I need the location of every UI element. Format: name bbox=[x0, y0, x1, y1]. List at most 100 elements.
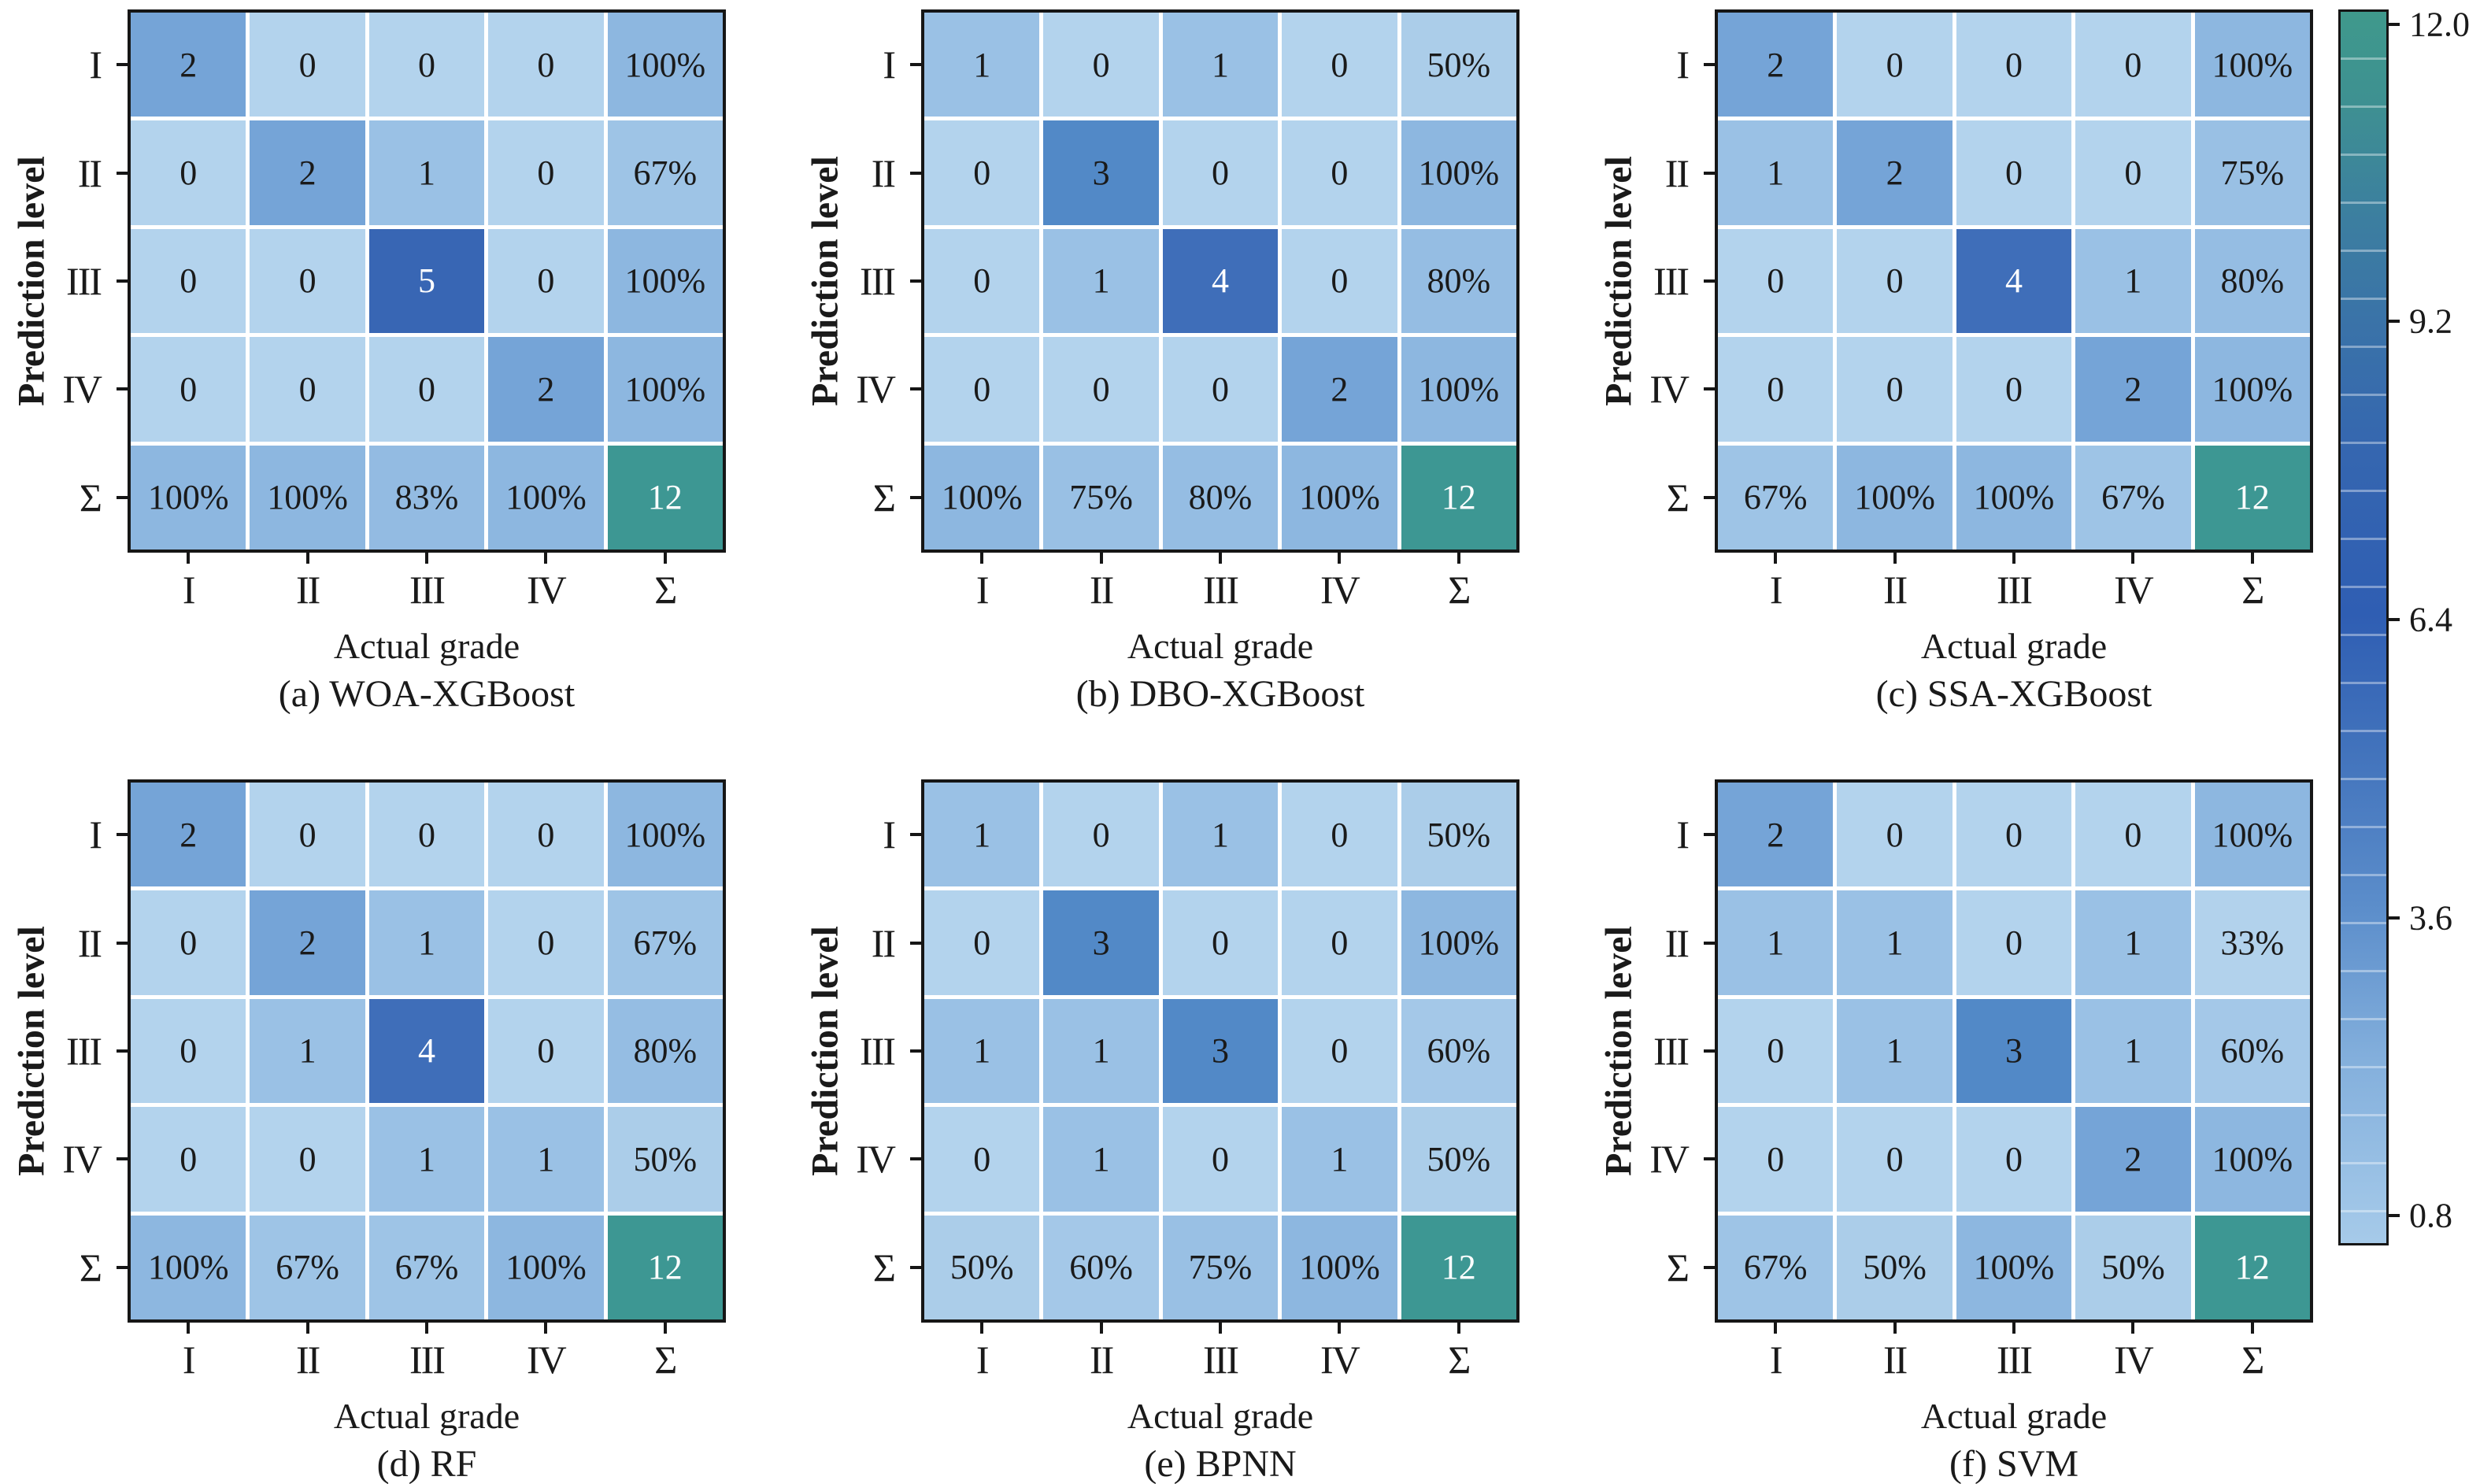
panel-caption-f: (f) SVM bbox=[1949, 1443, 2078, 1484]
matrix-cell: 1 bbox=[1718, 890, 1834, 995]
y-axis-tick bbox=[1704, 1157, 1715, 1161]
matrix-cell: 0 bbox=[1282, 890, 1397, 995]
matrix-cell-value: 1 bbox=[298, 1031, 316, 1071]
x-axis-tick bbox=[1457, 1323, 1460, 1334]
x-tick-label: Σ bbox=[1448, 1338, 1471, 1382]
matrix-cell: 0 bbox=[250, 337, 365, 442]
matrix-cell-value: 1 bbox=[1211, 45, 1229, 84]
matrix-cell-value: 12 bbox=[2234, 478, 2270, 517]
y-axis-tick bbox=[117, 63, 128, 67]
y-axis-tick bbox=[1704, 387, 1715, 391]
matrix-cell-value: 0 bbox=[1092, 45, 1110, 84]
x-axis-tick bbox=[305, 1323, 309, 1334]
y-tick-label: Σ bbox=[1666, 1245, 1690, 1290]
matrix-cell-value: 33% bbox=[2220, 923, 2285, 963]
matrix-cell: 100% bbox=[488, 445, 604, 550]
x-axis-tick bbox=[1219, 553, 1222, 564]
matrix-cell-value: 0 bbox=[1331, 815, 1349, 854]
y-tick-label: II bbox=[1664, 150, 1690, 195]
matrix-cell-value: 0 bbox=[1331, 261, 1349, 301]
matrix-cell-value: 0 bbox=[537, 815, 555, 854]
y-tick-label: IV bbox=[856, 1137, 896, 1182]
matrix-cell: 0 bbox=[488, 228, 604, 334]
matrix-cell-value: 0 bbox=[537, 154, 555, 193]
x-axis-title: Actual grade bbox=[333, 1396, 520, 1436]
matrix-cell: 0 bbox=[1956, 13, 2072, 117]
matrix-cell: 67% bbox=[2075, 445, 2191, 550]
x-tick-label: I bbox=[975, 1338, 990, 1382]
matrix-cell-value: 80% bbox=[1427, 261, 1491, 301]
x-axis-tick bbox=[305, 553, 309, 564]
matrix-cell-value: 1 bbox=[1092, 261, 1110, 301]
matrix-cell-value: 100% bbox=[1299, 1248, 1380, 1287]
matrix-cell: 0 bbox=[1282, 783, 1397, 887]
matrix-cell-value: 100% bbox=[1418, 154, 1500, 193]
matrix-cell: 2 bbox=[1837, 120, 1953, 225]
matrix-cell-value: 0 bbox=[2124, 815, 2142, 854]
matrix-cell: 80% bbox=[1162, 445, 1279, 550]
x-tick-label: I bbox=[182, 1338, 196, 1382]
y-tick-label: I bbox=[89, 812, 102, 857]
matrix-cell-value: 0 bbox=[1767, 1139, 1785, 1179]
matrix-cell: 50% bbox=[1837, 1215, 1953, 1319]
matrix-cell: 0 bbox=[1956, 337, 2072, 442]
matrix-cell-value: 50% bbox=[1863, 1248, 1927, 1287]
y-axis-tick bbox=[910, 1265, 921, 1269]
colorbar-tick-label: 9.2 bbox=[2409, 302, 2452, 341]
matrix-cell-value: 100% bbox=[1973, 478, 2055, 517]
x-tick-label: IV bbox=[2114, 1338, 2154, 1382]
x-axis-tick bbox=[1099, 1323, 1103, 1334]
matrix-cell-value: 50% bbox=[1427, 45, 1491, 84]
panel-caption-d: (d) RF bbox=[376, 1443, 477, 1484]
x-tick-label: III bbox=[409, 1338, 446, 1382]
matrix-cell-value: 0 bbox=[417, 369, 435, 409]
x-axis-tick bbox=[425, 1323, 428, 1334]
matrix-cell-value: 67% bbox=[1743, 1248, 1808, 1287]
matrix-cell-value: 3 bbox=[1092, 923, 1110, 963]
matrix-cell-value: 60% bbox=[2220, 1031, 2285, 1071]
matrix-cell-value: 0 bbox=[1331, 923, 1349, 963]
y-axis-tick bbox=[910, 1157, 921, 1161]
matrix-cell: 83% bbox=[368, 445, 485, 550]
y-tick-label: Σ bbox=[1666, 475, 1690, 520]
x-axis-tick bbox=[1338, 553, 1342, 564]
x-tick-label: II bbox=[1882, 1338, 1908, 1382]
matrix-cell-value: 0 bbox=[1211, 154, 1229, 193]
matrix-cell-value: 0 bbox=[1886, 261, 1904, 301]
y-axis-tick bbox=[1704, 941, 1715, 945]
matrix-cell-value: 0 bbox=[298, 815, 316, 854]
matrix-cell-value: 1 bbox=[1211, 815, 1229, 854]
x-axis-tick bbox=[1338, 1323, 1342, 1334]
confusion-matrix-grid-a: 2 0 0 0 100% 0 2 1 0 67% 0 0 5 0 100% 0 0 0 2 100% 100% 100% 8… bbox=[128, 9, 726, 553]
matrix-cell-value: 75% bbox=[1069, 478, 1133, 517]
matrix-cell: 12 bbox=[607, 1215, 723, 1319]
y-tick-label: II bbox=[1664, 920, 1690, 965]
matrix-cell: 0 bbox=[1043, 783, 1159, 887]
matrix-cell: 33% bbox=[2194, 890, 2310, 995]
matrix-cell: 60% bbox=[2194, 998, 2310, 1104]
matrix-cell: 2 bbox=[250, 890, 365, 995]
x-axis-tick bbox=[544, 1323, 548, 1334]
matrix-cell-value: 67% bbox=[633, 923, 698, 963]
x-axis-tick bbox=[1457, 553, 1460, 564]
confusion-matrix-grid-c: 2 0 0 0 100% 1 2 0 0 75% 0 0 4 1 80% 0 0 0 2 100% 67% 100% 100… bbox=[1715, 9, 2313, 553]
matrix-cell-value: 67% bbox=[276, 1248, 339, 1287]
matrix-cell: 0 bbox=[924, 890, 1040, 995]
matrix-cell-value: 0 bbox=[2004, 154, 2023, 193]
matrix-cell: 0 bbox=[924, 1107, 1040, 1212]
matrix-cell: 1 bbox=[2075, 998, 2191, 1104]
matrix-cell-value: 1 bbox=[2124, 261, 2142, 301]
matrix-cell-value: 100% bbox=[1854, 478, 1935, 517]
matrix-cell-value: 50% bbox=[1427, 815, 1491, 854]
colorbar-tick bbox=[2389, 1214, 2400, 1218]
x-tick-label: I bbox=[1769, 1338, 1783, 1382]
x-tick-label: I bbox=[182, 568, 196, 612]
matrix-cell-value: 50% bbox=[2101, 1248, 2165, 1287]
matrix-cell: 100% bbox=[1401, 890, 1516, 995]
matrix-cell: 0 bbox=[924, 120, 1040, 225]
matrix-cell: 2 bbox=[2075, 337, 2191, 442]
matrix-cell-value: 100% bbox=[1418, 923, 1500, 963]
y-tick-label: IV bbox=[856, 367, 896, 412]
matrix-cell: 2 bbox=[1282, 337, 1397, 442]
matrix-cell-value: 3 bbox=[1092, 154, 1110, 193]
